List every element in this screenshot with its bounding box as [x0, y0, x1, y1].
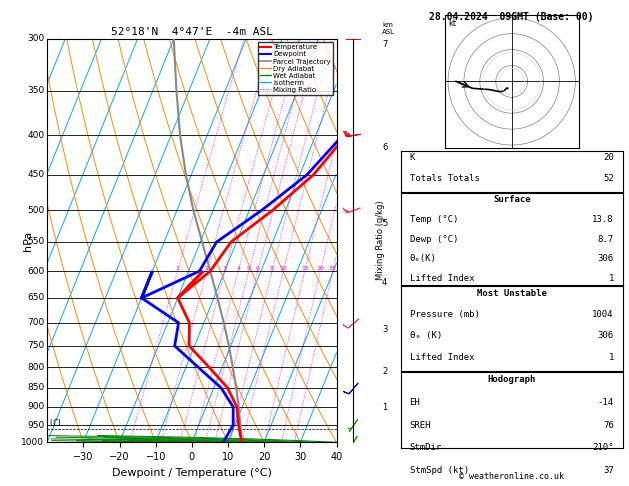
- Text: EH: EH: [409, 398, 420, 407]
- Text: 1000: 1000: [21, 438, 44, 447]
- Text: Most Unstable: Most Unstable: [477, 289, 547, 298]
- Text: Lifted Index: Lifted Index: [409, 353, 474, 362]
- Text: 500: 500: [27, 206, 44, 214]
- Text: 350: 350: [27, 86, 44, 95]
- Text: 800: 800: [27, 363, 44, 372]
- Text: 76: 76: [603, 420, 614, 430]
- Text: 1: 1: [608, 353, 614, 362]
- Text: Hodograph: Hodograph: [487, 375, 536, 384]
- Text: 550: 550: [27, 238, 44, 246]
- Text: 400: 400: [27, 131, 44, 140]
- Text: 1004: 1004: [593, 310, 614, 319]
- Text: Pressure (mb): Pressure (mb): [409, 310, 479, 319]
- Text: 450: 450: [27, 170, 44, 179]
- Text: hPa: hPa: [23, 230, 33, 251]
- Text: 600: 600: [27, 267, 44, 276]
- Text: 1: 1: [175, 266, 179, 271]
- Text: 306: 306: [598, 254, 614, 263]
- Text: 80: 80: [603, 374, 614, 383]
- Text: StmDir: StmDir: [409, 443, 442, 452]
- Text: km
ASL: km ASL: [382, 22, 395, 35]
- Text: K: K: [409, 153, 415, 162]
- Text: CAPE (J): CAPE (J): [409, 294, 452, 303]
- Text: 850: 850: [27, 383, 44, 392]
- Text: 7: 7: [382, 40, 387, 49]
- Text: © weatheronline.co.uk: © weatheronline.co.uk: [459, 472, 564, 481]
- Title: 52°18'N  4°47'E  -4m ASL: 52°18'N 4°47'E -4m ASL: [111, 27, 273, 37]
- Text: 1: 1: [382, 403, 387, 412]
- Text: 0: 0: [608, 395, 614, 404]
- Text: 4: 4: [237, 266, 240, 271]
- Text: 2: 2: [382, 367, 387, 376]
- Text: 15: 15: [301, 266, 309, 271]
- Text: 20: 20: [603, 153, 614, 162]
- Text: 6: 6: [256, 266, 260, 271]
- Text: 6: 6: [382, 143, 387, 152]
- Text: θₑ(K): θₑ(K): [409, 254, 437, 263]
- Text: 28.04.2024  09GMT (Base: 00): 28.04.2024 09GMT (Base: 00): [430, 12, 594, 22]
- Text: kt: kt: [448, 19, 456, 28]
- Text: LCL: LCL: [49, 419, 63, 428]
- Text: 700: 700: [27, 318, 44, 327]
- Text: Lifted Index: Lifted Index: [409, 274, 474, 283]
- Text: 650: 650: [27, 294, 44, 302]
- Text: 13.8: 13.8: [593, 215, 614, 224]
- Text: StmSpd (kt): StmSpd (kt): [409, 466, 469, 475]
- Text: 37: 37: [603, 466, 614, 475]
- Text: 80: 80: [603, 294, 614, 303]
- Text: 950: 950: [27, 420, 44, 430]
- Text: 8.7: 8.7: [598, 235, 614, 243]
- Text: Temp (°C): Temp (°C): [409, 215, 458, 224]
- Text: 52: 52: [603, 174, 614, 183]
- Text: 5: 5: [382, 219, 387, 227]
- Text: 1: 1: [608, 274, 614, 283]
- Text: 2: 2: [205, 266, 209, 271]
- Text: 10: 10: [279, 266, 287, 271]
- Text: PW (cm): PW (cm): [409, 194, 447, 203]
- Text: 20: 20: [316, 266, 325, 271]
- Text: CIN (J): CIN (J): [409, 314, 447, 323]
- Text: 300: 300: [27, 35, 44, 43]
- Text: 306: 306: [598, 331, 614, 340]
- Text: 3: 3: [382, 325, 387, 334]
- X-axis label: Dewpoint / Temperature (°C): Dewpoint / Temperature (°C): [112, 468, 272, 478]
- Text: 750: 750: [27, 341, 44, 350]
- Text: CAPE (J): CAPE (J): [409, 374, 452, 383]
- Text: 3: 3: [223, 266, 227, 271]
- Text: Mixing Ratio (g/kg): Mixing Ratio (g/kg): [376, 201, 384, 280]
- Text: Totals Totals: Totals Totals: [409, 174, 479, 183]
- Text: 4: 4: [382, 278, 387, 287]
- Legend: Temperature, Dewpoint, Parcel Trajectory, Dry Adiabat, Wet Adiabat, Isotherm, Mi: Temperature, Dewpoint, Parcel Trajectory…: [258, 42, 333, 95]
- Text: 0: 0: [608, 314, 614, 323]
- Text: Dewp (°C): Dewp (°C): [409, 235, 458, 243]
- Text: 25: 25: [329, 266, 337, 271]
- Text: 210°: 210°: [593, 443, 614, 452]
- Text: 900: 900: [27, 402, 44, 412]
- Text: Surface: Surface: [493, 195, 530, 204]
- Text: θₑ (K): θₑ (K): [409, 331, 442, 340]
- Text: 8: 8: [270, 266, 274, 271]
- Text: -14: -14: [598, 398, 614, 407]
- Text: 5: 5: [247, 266, 251, 271]
- Text: SREH: SREH: [409, 420, 431, 430]
- Text: CIN (J): CIN (J): [409, 395, 447, 404]
- Text: 1.58: 1.58: [593, 194, 614, 203]
